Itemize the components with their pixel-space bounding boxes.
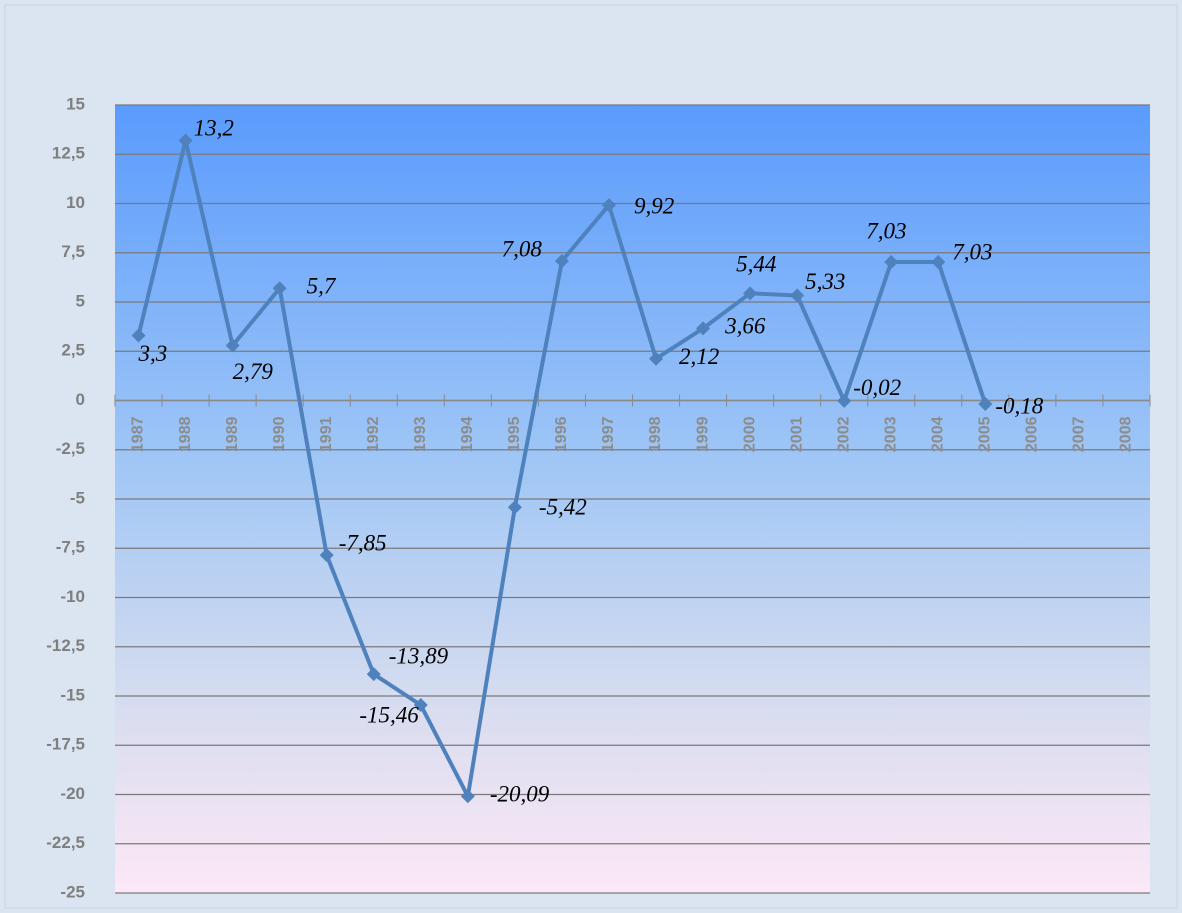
x-tick-label: 1996	[553, 416, 570, 452]
data-label: 2,12	[679, 344, 719, 369]
y-tick-label: -2,5	[56, 439, 85, 458]
y-tick-label: 15	[66, 94, 85, 113]
x-tick-label: 1998	[647, 416, 664, 452]
x-tick-label: 2001	[788, 416, 805, 452]
marker	[649, 351, 664, 366]
x-tick-label: 1995	[506, 416, 523, 452]
x-tick-label: 2003	[882, 416, 899, 452]
marker	[178, 133, 193, 148]
data-label: 5,44	[736, 252, 776, 277]
y-tick-label: 2,5	[61, 341, 85, 360]
marker	[884, 255, 899, 270]
x-tick-label: 2007	[1071, 416, 1088, 452]
y-tick-label: -22,5	[46, 833, 85, 852]
data-label: 7,03	[952, 239, 992, 264]
marker	[601, 198, 616, 213]
marker	[225, 338, 240, 353]
x-tick-label: 1988	[177, 416, 194, 452]
x-tick-label: 1992	[365, 416, 382, 452]
x-tick-label: 2000	[741, 416, 758, 452]
marker	[507, 500, 522, 515]
x-tick-label: 1987	[130, 416, 147, 452]
data-label: -15,46	[359, 702, 419, 727]
data-label: 7,03	[866, 218, 906, 243]
y-tick-label: 10	[66, 193, 85, 212]
data-label: 9,92	[634, 193, 674, 218]
x-tick-label: 1994	[459, 416, 476, 452]
y-tick-label: 5	[76, 291, 85, 310]
y-tick-label: -7,5	[56, 538, 85, 557]
marker	[837, 393, 852, 408]
data-label: -7,85	[339, 530, 387, 555]
frame	[4, 4, 1178, 909]
x-tick-label: 2002	[835, 416, 852, 452]
marker	[696, 321, 711, 336]
marker	[790, 288, 805, 303]
marker	[978, 397, 993, 412]
y-tick-label: 7,5	[61, 242, 85, 261]
data-label: 3,3	[138, 341, 168, 366]
y-tick-label: -12,5	[46, 636, 85, 655]
data-label: 13,2	[194, 116, 234, 141]
y-tick-label: -20	[60, 784, 85, 803]
x-tick-label: 1993	[412, 416, 429, 452]
marker	[554, 254, 569, 269]
y-tick-label: -25	[60, 882, 85, 901]
marker	[931, 255, 946, 270]
data-label: 5,7	[307, 273, 337, 298]
x-tick-label: 2004	[930, 416, 947, 452]
x-tick-label: 1999	[694, 416, 711, 452]
x-tick-label: 2008	[1118, 416, 1135, 452]
y-tick-label: 0	[76, 390, 85, 409]
x-tick-label: 2005	[977, 416, 994, 452]
y-tick-label: 12,5	[52, 144, 85, 163]
x-tick-label: 1989	[224, 416, 241, 452]
data-label: -13,89	[389, 643, 449, 668]
marker	[319, 548, 334, 563]
data-label: -0,02	[853, 375, 901, 400]
data-label: 5,33	[805, 269, 845, 294]
y-tick-label: -5	[70, 488, 85, 507]
data-label: -20,09	[490, 782, 550, 807]
x-tick-label: 1991	[318, 416, 335, 452]
x-tick-label: 1990	[271, 416, 288, 452]
marker	[366, 667, 381, 682]
marker	[743, 286, 758, 301]
data-label: -0,18	[995, 393, 1043, 418]
marker	[131, 328, 146, 343]
marker	[272, 281, 287, 296]
marker	[413, 698, 428, 713]
y-tick-label: -15	[60, 685, 85, 704]
y-tick-label: -17,5	[46, 735, 85, 754]
y-tick-label: -10	[60, 587, 85, 606]
data-label: 2,79	[233, 359, 274, 384]
x-tick-label: 2006	[1024, 416, 1041, 452]
data-label: 3,66	[724, 314, 766, 339]
data-label: 7,08	[502, 236, 543, 261]
x-tick-label: 1997	[600, 416, 617, 452]
data-label: -5,42	[539, 495, 587, 520]
marker	[460, 789, 475, 804]
